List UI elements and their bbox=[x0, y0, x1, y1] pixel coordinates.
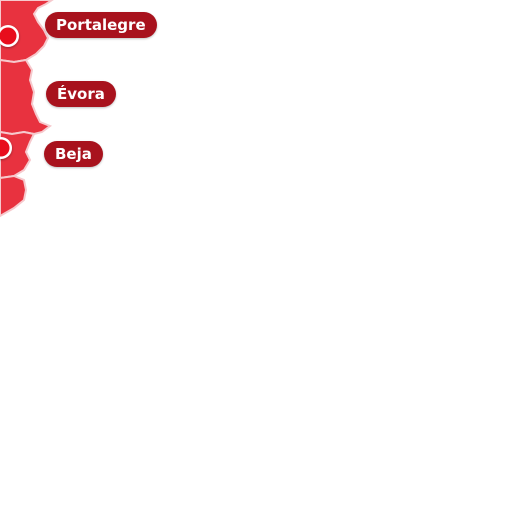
label-beja[interactable]: Beja bbox=[44, 141, 103, 167]
label-evora[interactable]: Évora bbox=[46, 81, 116, 107]
region-faro[interactable] bbox=[0, 174, 28, 218]
label-portalegre[interactable]: Portalegre bbox=[45, 12, 157, 38]
region-evora[interactable] bbox=[0, 58, 53, 136]
map-pin-icon[interactable] bbox=[0, 137, 12, 159]
map-pin-icon[interactable] bbox=[0, 25, 19, 47]
